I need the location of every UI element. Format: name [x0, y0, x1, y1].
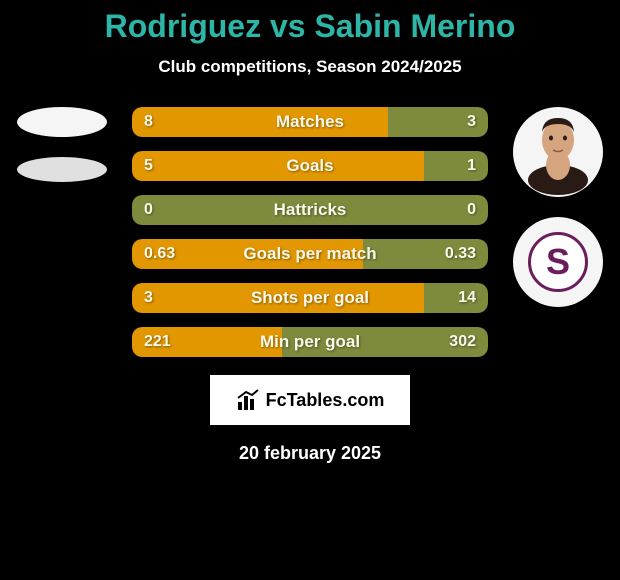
bar-left [132, 107, 388, 137]
bar-left [132, 151, 424, 181]
stat-value-right: 0 [467, 201, 476, 219]
chart-icon [236, 388, 260, 412]
right-player-avatar [513, 107, 603, 197]
stat-row: 8 3 Matches [132, 107, 488, 137]
stat-value-right: 3 [467, 113, 476, 131]
date-text: 20 february 2025 [0, 443, 620, 464]
stat-value-left: 221 [144, 333, 171, 351]
stat-value-right: 0.33 [445, 245, 476, 263]
stat-row: 0.63 0.33 Goals per match [132, 239, 488, 269]
right-club-logo: S [513, 217, 603, 307]
bar-right [424, 283, 488, 313]
stat-value-left: 0.63 [144, 245, 175, 263]
footer-brand-text: FcTables.com [266, 390, 385, 411]
stat-value-left: 3 [144, 289, 153, 307]
stat-value-right: 14 [458, 289, 476, 307]
stat-label: Goals per match [243, 244, 376, 264]
right-player-column: S [508, 107, 608, 307]
subtitle: Club competitions, Season 2024/2025 [0, 57, 620, 107]
left-player-column [12, 107, 112, 182]
page-title: Rodriguez vs Sabin Merino [0, 0, 620, 57]
stat-row: 221 302 Min per goal [132, 327, 488, 357]
left-player-avatar [17, 107, 107, 137]
stats-column: 8 3 Matches 5 1 Goals 0 0 Hattricks 0.63 0.33 Goals… [112, 107, 508, 357]
stat-label: Matches [276, 112, 344, 132]
left-club-logo [17, 157, 107, 182]
comparison-content: 8 3 Matches 5 1 Goals 0 0 Hattricks 0.63 0.33 Goals… [0, 107, 620, 357]
stat-label: Hattricks [274, 200, 347, 220]
stat-label: Shots per goal [251, 288, 369, 308]
club-logo-badge: S [528, 232, 588, 292]
stat-label: Goals [286, 156, 333, 176]
stat-value-right: 1 [467, 157, 476, 175]
stat-value-left: 8 [144, 113, 153, 131]
stat-row: 3 14 Shots per goal [132, 283, 488, 313]
person-icon [523, 110, 593, 195]
bar-right [424, 151, 488, 181]
stat-row: 5 1 Goals [132, 151, 488, 181]
footer-brand-logo: FcTables.com [210, 375, 410, 425]
stat-row: 0 0 Hattricks [132, 195, 488, 225]
stat-label: Min per goal [260, 332, 360, 352]
stat-value-right: 302 [449, 333, 476, 351]
stat-value-left: 0 [144, 201, 153, 219]
stat-value-left: 5 [144, 157, 153, 175]
